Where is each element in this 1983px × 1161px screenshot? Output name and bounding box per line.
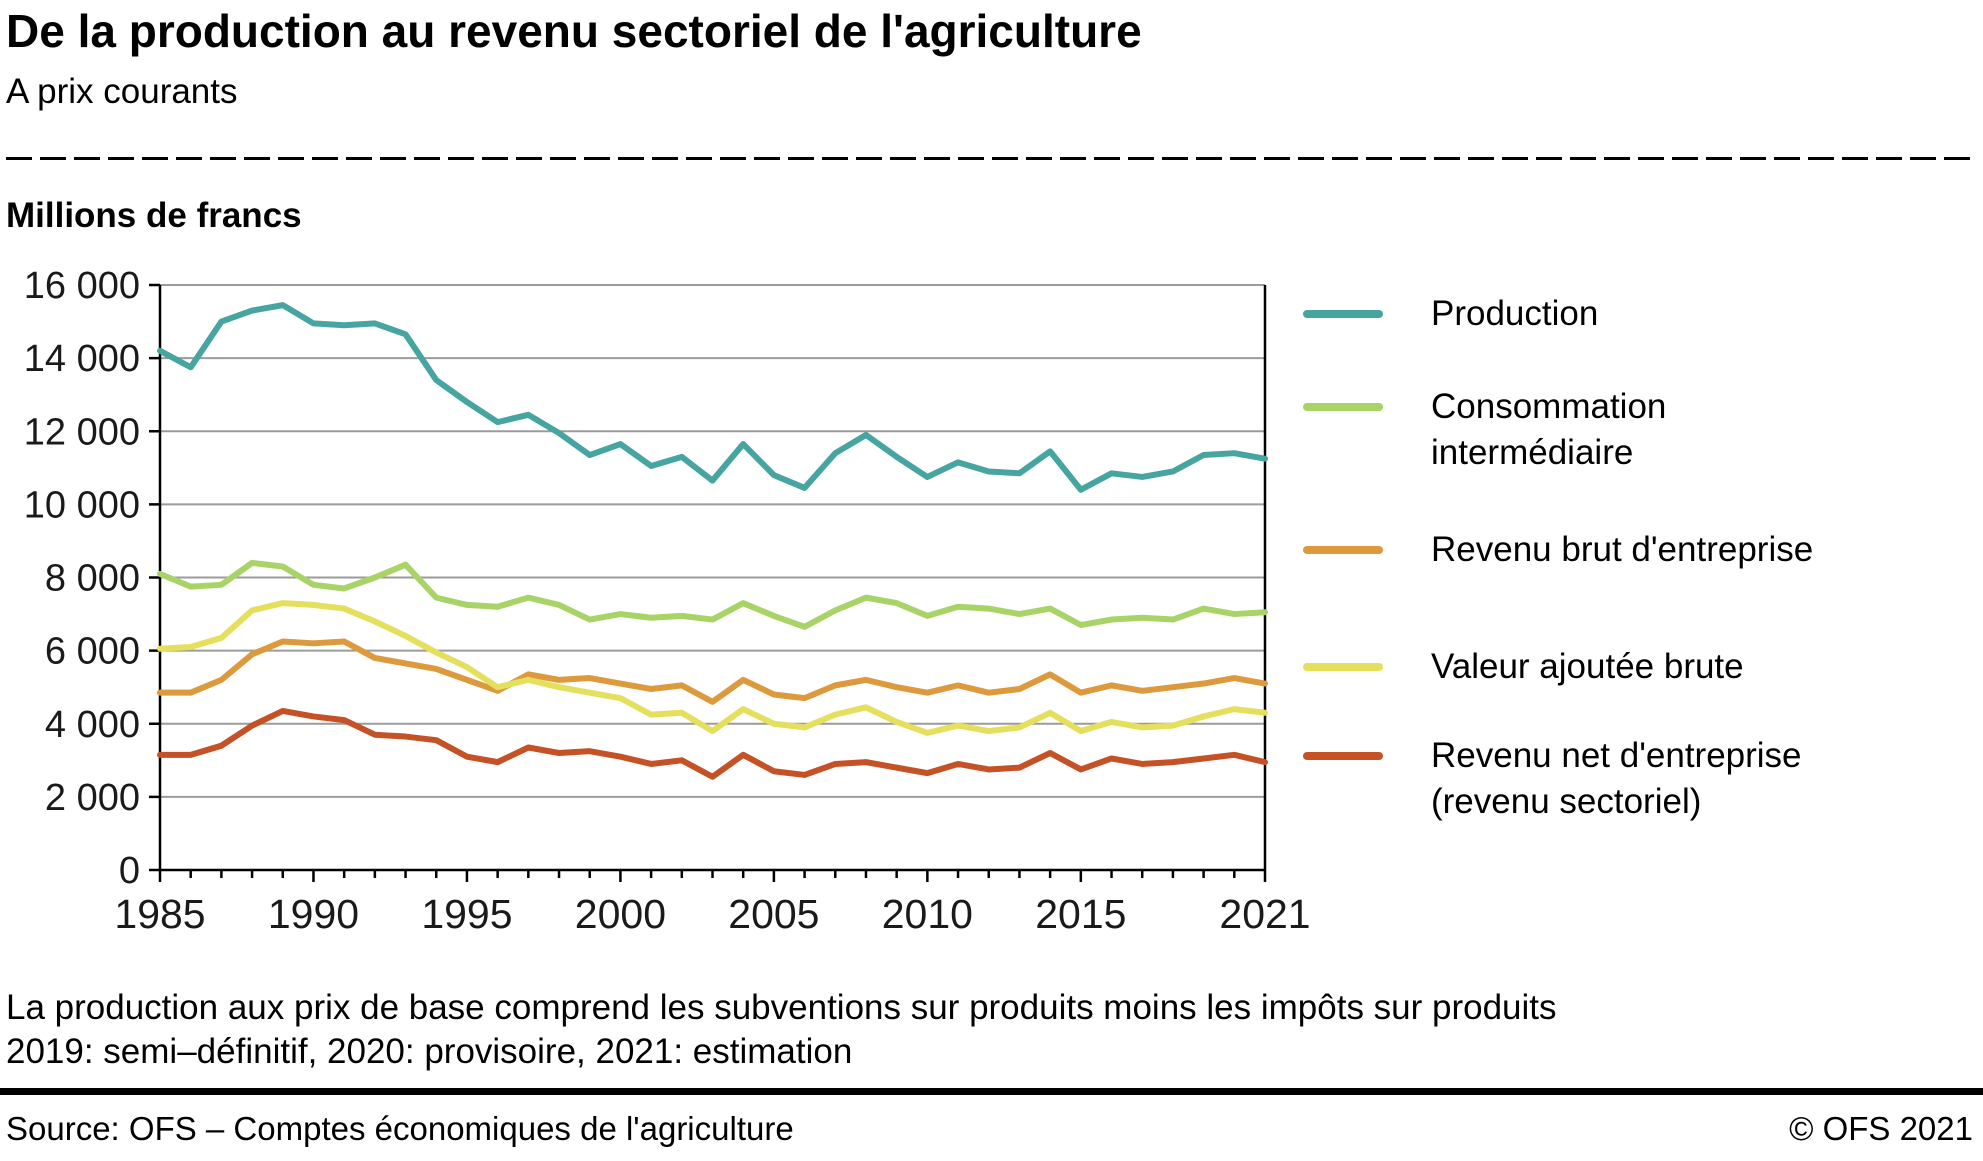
y-tick-label: 14 000: [24, 338, 140, 380]
series-line-consommation-interm-diaire: [157, 559, 1268, 630]
x-tick-label: 1990: [268, 891, 359, 937]
legend-label-revenu-brut: Revenu brut d'entreprise: [1431, 527, 1971, 573]
y-tick-label: 4 000: [45, 704, 140, 746]
legend-item-consommation-intermediaire: Consommation intermédiaire: [1303, 384, 1971, 476]
revenu-brut-line-swatch: [1303, 546, 1383, 554]
x-tick-label: 2000: [575, 891, 666, 937]
y-tick-label: 12 000: [24, 411, 140, 453]
y-tick-label: 2 000: [45, 777, 140, 819]
series-line-production: [157, 302, 1268, 493]
copyright-text: © OFS 2021: [1789, 1110, 1973, 1147]
legend-label-production: Production: [1431, 291, 1971, 337]
line-chart: 0 2 000 4 000 6 000 8 000 10 000 12 000 14 000 1…: [24, 265, 1311, 937]
x-tick-label: 2010: [882, 891, 973, 937]
legend-item-revenu-brut: Revenu brut d'entreprise: [1303, 527, 1971, 573]
footer-divider: [0, 1088, 1983, 1095]
legend-label-line: Production: [1431, 294, 1599, 333]
production-line-swatch: [1303, 310, 1383, 318]
footnote-data-status: 2019: semi–définitif, 2020: provisoire, …: [6, 1032, 853, 1071]
legend-label-line: Revenu brut d'entreprise: [1431, 530, 1814, 569]
y-axis-unit-label: Millions de francs: [6, 196, 302, 235]
series-line-valeur-ajout-e-brute: [157, 600, 1268, 736]
legend-item-valeur-ajoutee: Valeur ajoutée brute: [1303, 644, 1971, 690]
y-tick-label: 6 000: [45, 631, 140, 673]
x-tick-label: 1985: [114, 891, 205, 937]
chart-legend: Production Consommation intermédiaire Re…: [1303, 250, 1953, 870]
legend-item-production: Production: [1303, 291, 1971, 337]
x-tick-label: 2005: [728, 891, 819, 937]
x-tick-label: 1995: [421, 891, 512, 937]
revenu-net-line-swatch: [1303, 752, 1383, 760]
y-tick-label: 10 000: [24, 484, 140, 526]
dashed-divider: [6, 157, 1977, 160]
y-tick-label: 8 000: [45, 558, 140, 600]
legend-label-revenu-net: Revenu net d'entreprise (revenu sectorie…: [1431, 733, 1971, 825]
legend-label-line: Consommation: [1431, 387, 1667, 426]
source-text: Source: OFS – Comptes économiques de l'a…: [6, 1110, 794, 1147]
x-tick-label: 2021: [1219, 891, 1310, 937]
legend-label-line: Valeur ajoutée brute: [1431, 647, 1744, 686]
page-title: De la production au revenu sectoriel de …: [6, 5, 1142, 57]
valeur-ajoutee-line-swatch: [1303, 663, 1383, 671]
consommation-line-swatch: [1303, 403, 1383, 411]
legend-item-revenu-net: Revenu net d'entreprise (revenu sectorie…: [1303, 733, 1971, 825]
legend-label-line: intermédiaire: [1431, 433, 1634, 472]
y-tick-label: 16 000: [24, 265, 140, 307]
y-tick-label: 0: [119, 850, 140, 892]
legend-label-consommation: Consommation intermédiaire: [1431, 384, 1971, 476]
legend-label-line: (revenu sectoriel): [1431, 782, 1702, 821]
series-line-revenu-net-d-entreprise-revenu-sectoriel: [157, 707, 1268, 780]
x-tick-label: 2015: [1035, 891, 1126, 937]
legend-label-line: Revenu net d'entreprise: [1431, 736, 1802, 775]
footnote-production-definition: La production aux prix de base comprend …: [6, 988, 1557, 1027]
legend-label-valeur-ajoutee: Valeur ajoutée brute: [1431, 644, 1971, 690]
series-line-revenu-brut-d-entreprise: [157, 638, 1268, 705]
page-subtitle: A prix courants: [6, 72, 238, 111]
